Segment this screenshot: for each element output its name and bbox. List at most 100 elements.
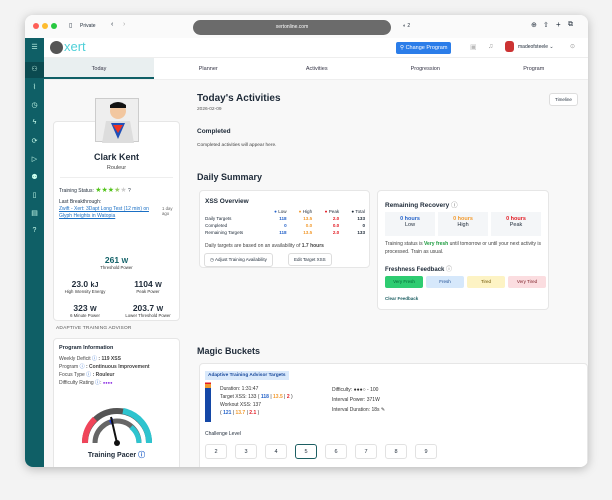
tab-planner[interactable]: Planner bbox=[198, 66, 218, 72]
unit: W bbox=[156, 305, 164, 313]
profile-card: Clark Kent Rouleur Training Status: ★★★★… bbox=[53, 121, 180, 321]
help-icon[interactable]: ⓘ bbox=[91, 356, 97, 362]
label: Low bbox=[404, 222, 416, 228]
edit-target-xss-button[interactable]: Edit Target XSS bbox=[288, 253, 332, 266]
row-label: Daily Targets bbox=[205, 216, 232, 221]
bolt-icon[interactable]: ϟ bbox=[32, 119, 37, 126]
table-row: Daily Targets 118 13.5 2.0 133 bbox=[203, 215, 367, 222]
help-icon[interactable]: ⓘ bbox=[86, 372, 92, 378]
challenge-level-7[interactable]: 7 bbox=[355, 444, 377, 459]
freshness-buttons: Very Fresh Fresh Tired Very Tired bbox=[385, 276, 549, 288]
tab-program[interactable]: Program bbox=[523, 66, 545, 72]
change-program-button[interactable]: ⚲ Change Program bbox=[396, 42, 452, 54]
phone-icon[interactable]: ▯ bbox=[32, 192, 37, 199]
help-icon[interactable]: ? bbox=[32, 227, 37, 234]
fresh-button[interactable]: Fresh bbox=[426, 276, 464, 288]
challenge-level-4[interactable]: 4 bbox=[265, 444, 287, 459]
workout-low: 121 bbox=[223, 410, 232, 416]
help-icon[interactable]: ⓘ bbox=[138, 452, 146, 459]
browser-toolbar: ▯ Private ‹ › xertonline.com ◐ 2 ⊕ ⇧ + ⧉ bbox=[25, 15, 588, 38]
download-icon[interactable]: ⊕ bbox=[531, 22, 537, 29]
shield-count: 2 bbox=[407, 23, 411, 29]
tab-progression[interactable]: Progression bbox=[410, 66, 440, 72]
very-fresh-button[interactable]: Very Fresh bbox=[385, 276, 423, 288]
help-icon[interactable]: ? bbox=[128, 188, 131, 194]
help-icon[interactable]: ⓘ bbox=[451, 202, 458, 209]
share-icon[interactable]: ⇧ bbox=[543, 22, 549, 29]
high-intensity-energy: 23.0 kJ High Intensity Energy bbox=[54, 279, 116, 294]
library-icon[interactable]: ▤ bbox=[31, 210, 38, 217]
program-info-card: Program Information Weekly Deficit ⓘ : 1… bbox=[53, 338, 180, 467]
breakthrough-ago: 1 day ago bbox=[162, 206, 173, 216]
very-tired-button[interactable]: Very Tired bbox=[508, 276, 546, 288]
username-menu[interactable]: madeofsteele ⌄ bbox=[518, 44, 554, 50]
xss-overview-card: XSS Overview ● Low ● High ● Peak ● Total Da… bbox=[199, 190, 370, 268]
challenge-level-8[interactable]: 8 bbox=[385, 444, 407, 459]
label: Difficulty Rating bbox=[59, 380, 94, 386]
sidebar: ☰ ⚇ ⌇ ◷ ϟ ⟳ ▷ ⚉ ▯ ▤ ? bbox=[25, 38, 44, 467]
bell-icon[interactable]: ♫ bbox=[488, 43, 494, 50]
timer-icon[interactable]: ◷ bbox=[31, 102, 38, 109]
adjust-availability-button[interactable]: ◷ Adjust Training Availability bbox=[204, 253, 273, 267]
tab-today[interactable]: Today bbox=[44, 58, 154, 79]
maximize-window-button[interactable] bbox=[51, 23, 57, 29]
challenge-level-label: Challenge Level bbox=[205, 431, 241, 437]
recovery-title: Remaining Recovery ⓘ bbox=[385, 199, 458, 209]
lower-threshold-power: 203.7 W Lower Threshold Power bbox=[117, 303, 179, 318]
browser-window: ▯ Private ‹ › xertonline.com ◐ 2 ⊕ ⇧ + ⧉… bbox=[25, 15, 588, 467]
sidebar-toggle-icon[interactable]: ▯ bbox=[69, 23, 73, 29]
help-icon[interactable]: ⓘ bbox=[446, 267, 453, 273]
label: Focus Type bbox=[59, 372, 85, 378]
private-label: Private bbox=[80, 23, 96, 29]
menu-icon[interactable]: ☰ bbox=[31, 44, 38, 51]
group-icon[interactable]: ⚉ bbox=[31, 174, 38, 181]
id-card-icon[interactable]: ▣ bbox=[470, 44, 477, 51]
challenge-level-9[interactable]: 9 bbox=[415, 444, 437, 459]
edit-icon[interactable]: ✎ bbox=[380, 407, 386, 413]
help-icon[interactable]: ⓘ bbox=[79, 364, 85, 370]
cell: 0.0 bbox=[305, 223, 313, 228]
chart-icon[interactable]: ⌇ bbox=[32, 84, 37, 91]
last-breakthrough-link[interactable]: Zwift - Xert: 3Dapt Long Test (12 min) o… bbox=[59, 206, 149, 219]
new-tab-icon[interactable]: + bbox=[556, 20, 561, 29]
address-bar[interactable]: xertonline.com bbox=[193, 20, 391, 35]
tired-button[interactable]: Tired bbox=[467, 276, 505, 288]
label: Weekly Deficit bbox=[59, 356, 91, 362]
col-peak: Peak bbox=[328, 209, 340, 214]
tab-activities[interactable]: Activities bbox=[305, 66, 328, 72]
sync-icon[interactable]: ⟳ bbox=[31, 138, 38, 145]
play-icon[interactable]: ▷ bbox=[31, 156, 38, 163]
challenge-level-6[interactable]: 6 bbox=[325, 444, 347, 459]
close-window-button[interactable] bbox=[33, 23, 39, 29]
challenge-level-3[interactable]: 3 bbox=[235, 444, 257, 459]
col-total: Total bbox=[355, 209, 365, 214]
clear-feedback-link[interactable]: Clear Feedback bbox=[385, 296, 419, 301]
completed-title: Completed bbox=[197, 128, 231, 135]
interval-power: Interval Power: 371W bbox=[332, 397, 380, 403]
settings-icon[interactable]: ⊙ bbox=[570, 44, 576, 50]
shield-icon[interactable]: ◐ 2 bbox=[403, 23, 411, 29]
availability-hours: 1.7 hours bbox=[301, 243, 324, 249]
row-label: Completed bbox=[205, 223, 228, 228]
minimize-window-button[interactable] bbox=[42, 23, 48, 29]
completed-empty-text: Completed activities will appear here. bbox=[197, 143, 277, 148]
avatar[interactable] bbox=[505, 41, 514, 52]
forward-icon[interactable]: › bbox=[123, 21, 126, 28]
advisor-section-title: ADAPTIVE TRAINING ADVISOR bbox=[56, 326, 132, 331]
col-low: Low bbox=[278, 209, 287, 214]
freshness-title: Freshness Feedback ⓘ bbox=[385, 264, 452, 273]
availability-note: Daily targets are based on an availabili… bbox=[205, 243, 324, 249]
timeline-button[interactable]: Timeline bbox=[549, 93, 578, 106]
challenge-level-2[interactable]: 2 bbox=[205, 444, 227, 459]
challenge-level-5[interactable]: 5 bbox=[295, 444, 317, 459]
pacer-label-text: Training Pacer bbox=[87, 452, 137, 459]
program-info-list: Weekly Deficit ⓘ : 119 XSS Program ⓘ : C… bbox=[59, 356, 150, 386]
recovery-peak: 0 hours Peak bbox=[491, 212, 541, 236]
tabs-overview-icon[interactable]: ⧉ bbox=[568, 21, 573, 28]
profile-icon[interactable]: ⚇ bbox=[25, 62, 44, 78]
help-icon[interactable]: ⓘ bbox=[95, 380, 101, 386]
cell: 0 bbox=[284, 223, 287, 228]
back-icon[interactable]: ‹ bbox=[111, 21, 114, 28]
title-text: Freshness Feedback bbox=[385, 267, 445, 273]
cell: 0 bbox=[362, 223, 365, 228]
